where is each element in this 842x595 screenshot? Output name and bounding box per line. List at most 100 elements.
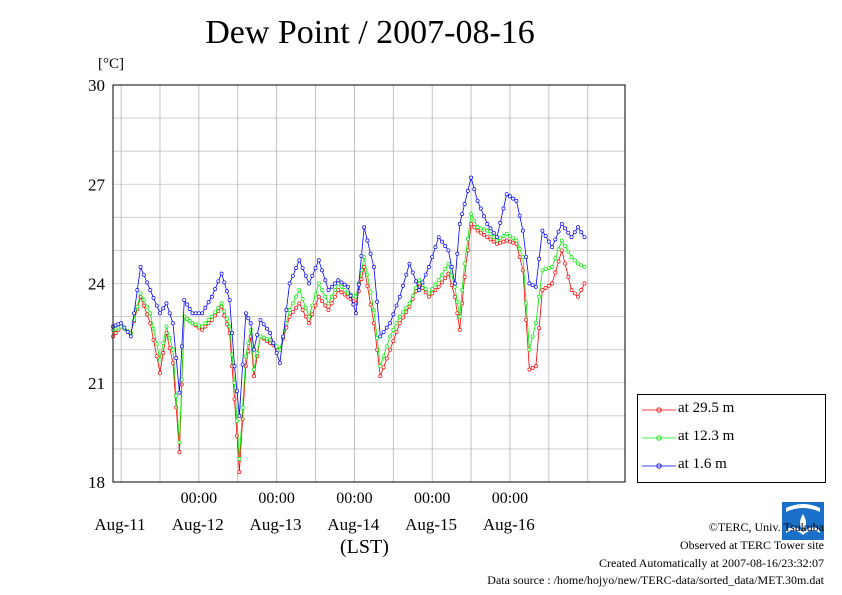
legend-item-29-5m: at 29.5 m: [638, 400, 824, 420]
data-point: [167, 336, 172, 341]
data-point: [196, 311, 201, 316]
data-point: [119, 321, 124, 326]
data-point: [307, 281, 312, 286]
data-point: [443, 276, 448, 280]
data-point: [457, 221, 462, 226]
data-point: [222, 280, 227, 285]
data-point: [196, 323, 201, 328]
data-point: [388, 334, 393, 339]
data-point: [213, 287, 218, 291]
data-point: [179, 377, 184, 382]
data-point: [138, 265, 143, 269]
data-point: [227, 324, 232, 329]
data-point: [384, 325, 389, 330]
data-point: [397, 314, 402, 319]
data-point: [271, 341, 276, 345]
data-point: [310, 303, 315, 308]
data-point: [563, 261, 568, 266]
data-point: [443, 267, 448, 272]
data-point: [277, 360, 282, 365]
data-point: [132, 311, 137, 316]
data-point: [345, 284, 350, 289]
data-point: [151, 295, 156, 300]
data-point: [158, 311, 162, 316]
data-point: [488, 231, 493, 236]
data-point: [145, 304, 149, 309]
data-point: [203, 305, 208, 310]
data-point: [313, 292, 318, 297]
data-point: [430, 291, 435, 296]
data-point: [303, 305, 308, 310]
data-point: [439, 239, 444, 244]
data-point: [303, 273, 308, 278]
data-point: [368, 302, 373, 307]
data-point: [388, 321, 393, 326]
data-point: [401, 283, 405, 288]
series-1: [111, 212, 587, 461]
data-point: [154, 342, 159, 347]
data-point: [501, 206, 506, 211]
data-point: [151, 326, 156, 331]
data-point: [407, 261, 412, 266]
data-point: [158, 370, 162, 375]
data-point: [388, 347, 393, 352]
data-point: [287, 308, 292, 312]
data-point: [391, 312, 396, 317]
data-point: [193, 322, 198, 327]
data-point: [472, 187, 477, 192]
data-point: [582, 281, 587, 286]
y-tick-label: 30: [88, 76, 105, 95]
data-point: [495, 241, 499, 246]
data-point: [128, 334, 133, 339]
x-axis-label: (LST): [340, 536, 389, 558]
data-point: [287, 281, 292, 286]
data-point: [462, 202, 467, 207]
data-point: [495, 235, 499, 240]
y-tick-label: 21: [88, 374, 105, 393]
data-point: [543, 267, 548, 272]
data-point: [423, 287, 428, 291]
data-point: [342, 288, 347, 293]
data-point: [320, 268, 324, 273]
data-point: [401, 310, 405, 315]
data-point: [397, 321, 402, 326]
data-point: [446, 248, 451, 253]
data-point: [300, 308, 305, 312]
data-point: [553, 270, 558, 275]
legend-marker-green: [642, 435, 676, 441]
data-point: [426, 291, 431, 296]
data-point: [203, 324, 208, 329]
created-text: Created Automatically at 2007-08-16/23:3…: [599, 556, 824, 570]
data-point: [375, 336, 380, 341]
data-point: [504, 192, 509, 197]
data-point: [478, 226, 483, 231]
data-point: [475, 198, 480, 203]
data-point: [430, 255, 435, 259]
data-point: [414, 279, 418, 284]
data-point: [294, 305, 299, 310]
data-point: [543, 234, 548, 239]
data-point: [294, 266, 299, 271]
data-point: [423, 272, 428, 277]
data-point: [290, 301, 295, 306]
data-point: [354, 311, 358, 316]
data-point: [174, 394, 179, 398]
data-point: [455, 299, 460, 304]
data-point: [329, 301, 334, 306]
data-point: [213, 310, 218, 315]
copyright-text: ©TERC, Univ. Tsukuba: [708, 520, 824, 534]
data-point: [294, 294, 299, 299]
data-point: [297, 258, 302, 263]
data-point: [426, 294, 431, 299]
data-point: [113, 331, 118, 336]
x-tick-label: 00:00: [414, 490, 450, 507]
data-point: [514, 198, 519, 203]
data-point: [316, 281, 321, 286]
data-point: [177, 450, 182, 455]
data-point: [170, 321, 175, 326]
data-point: [167, 311, 172, 316]
data-point: [572, 258, 577, 263]
data-point: [407, 301, 412, 306]
data-point: [530, 334, 535, 339]
data-point: [323, 278, 328, 283]
